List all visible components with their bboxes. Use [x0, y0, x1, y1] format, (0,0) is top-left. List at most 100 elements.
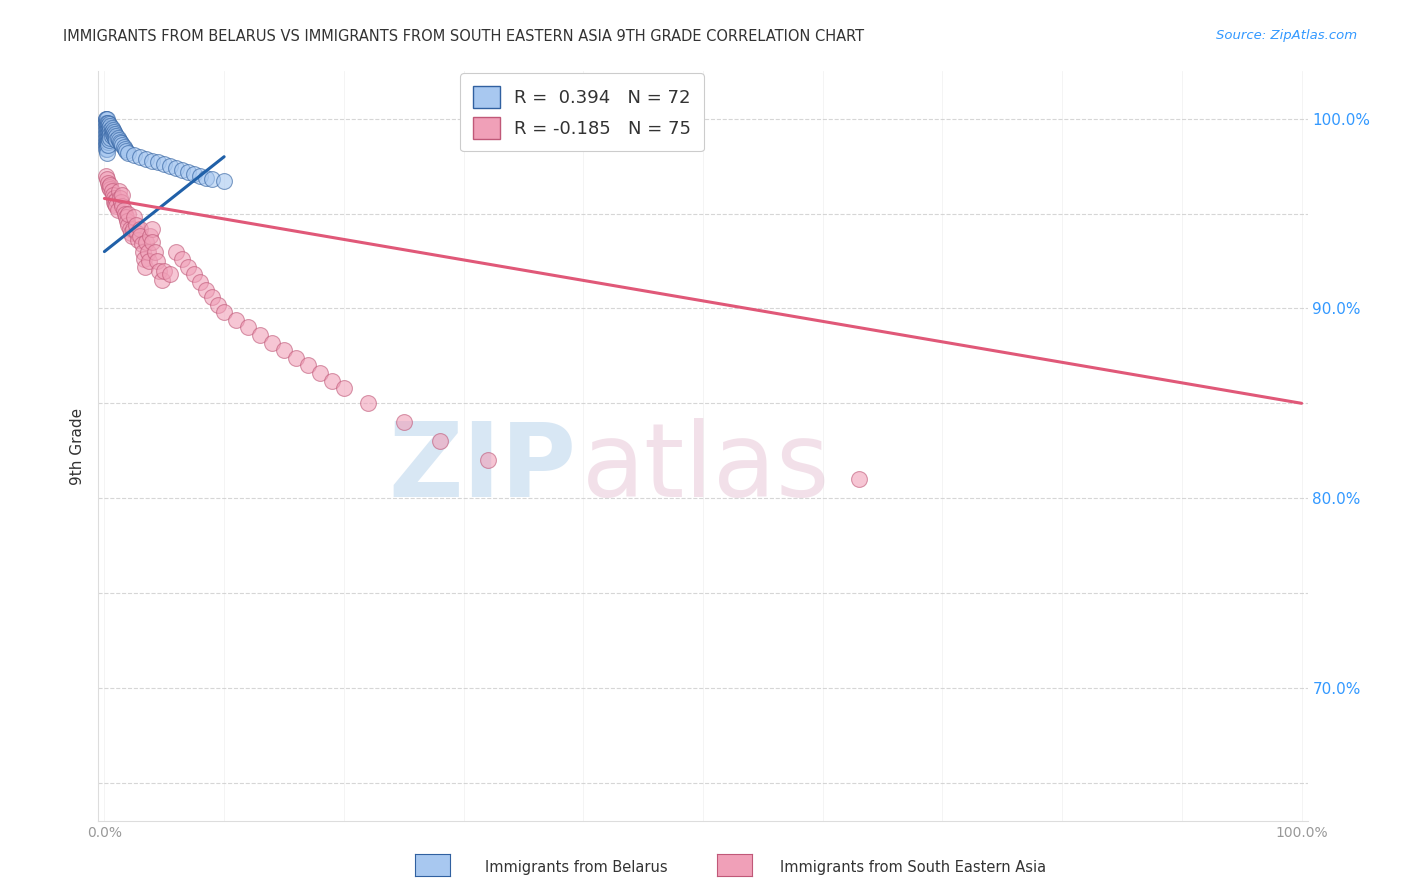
Point	[392, 415, 415, 429]
Point	[97, 115, 120, 129]
Point	[284, 351, 307, 365]
Point	[108, 191, 131, 205]
Point	[96, 172, 118, 186]
Point	[124, 211, 146, 225]
Point	[94, 120, 117, 134]
Point	[117, 206, 139, 220]
Point	[225, 313, 247, 327]
Point	[104, 130, 127, 145]
Point	[249, 328, 271, 343]
Point	[96, 123, 118, 137]
Point	[97, 127, 120, 141]
Point	[98, 125, 121, 139]
Point	[97, 130, 120, 145]
Point	[135, 235, 157, 249]
Point	[107, 133, 129, 147]
Point	[96, 145, 118, 160]
Point	[297, 359, 319, 373]
Point	[134, 260, 156, 274]
Point	[177, 260, 200, 274]
Point	[94, 115, 117, 129]
Point	[139, 229, 162, 244]
Point	[201, 172, 224, 186]
Point	[94, 127, 117, 141]
Point	[96, 130, 118, 145]
Point	[111, 187, 134, 202]
Point	[159, 268, 181, 282]
Point	[97, 176, 120, 190]
Point	[111, 138, 134, 153]
Point	[135, 152, 157, 166]
Point	[118, 222, 141, 236]
Point	[165, 244, 187, 259]
Point	[103, 128, 125, 143]
Point	[132, 252, 155, 267]
Point	[100, 130, 122, 145]
Point	[108, 135, 131, 149]
Point	[96, 135, 118, 149]
Point	[115, 214, 138, 228]
Point	[165, 161, 187, 175]
Point	[105, 128, 128, 143]
Point	[141, 235, 163, 249]
Point	[101, 123, 124, 137]
Point	[131, 237, 153, 252]
Point	[96, 115, 118, 129]
Point	[848, 472, 870, 486]
Text: atlas: atlas	[582, 418, 831, 519]
Point	[94, 135, 117, 149]
Point	[120, 226, 142, 240]
Point	[172, 252, 194, 267]
Point	[188, 169, 211, 183]
Point	[94, 112, 117, 126]
Point	[136, 244, 159, 259]
Point	[125, 226, 148, 240]
Point	[96, 127, 118, 141]
Point	[138, 254, 160, 268]
Point	[117, 145, 139, 160]
Point	[148, 155, 170, 169]
Point	[97, 120, 120, 134]
Point	[114, 206, 136, 220]
Point	[115, 144, 138, 158]
Point	[96, 112, 118, 126]
Point	[101, 187, 124, 202]
Point	[104, 127, 127, 141]
Point	[150, 273, 173, 287]
Point	[309, 366, 332, 380]
Point	[183, 167, 205, 181]
Point	[110, 136, 132, 151]
Legend: R =  0.394   N = 72, R = -0.185   N = 75: R = 0.394 N = 72, R = -0.185 N = 75	[460, 73, 704, 152]
Point	[98, 118, 121, 132]
Point	[357, 396, 380, 410]
Point	[100, 127, 122, 141]
Point	[100, 182, 122, 196]
Point	[114, 142, 136, 156]
Point	[98, 133, 121, 147]
Point	[195, 283, 218, 297]
Point	[236, 320, 259, 334]
Point	[124, 148, 146, 162]
Point	[273, 343, 295, 358]
Point	[172, 163, 194, 178]
Point	[98, 121, 121, 136]
Point	[97, 135, 120, 149]
Point	[101, 127, 124, 141]
Point	[195, 170, 218, 185]
Point	[141, 153, 163, 168]
Point	[96, 120, 118, 134]
Point	[105, 199, 128, 213]
Point	[96, 138, 118, 153]
Point	[100, 184, 122, 198]
Point	[477, 453, 499, 467]
Point	[129, 229, 152, 244]
Point	[129, 222, 152, 236]
Point	[98, 128, 121, 143]
Point	[111, 199, 134, 213]
Point	[183, 268, 205, 282]
Point	[177, 165, 200, 179]
Point	[103, 125, 125, 139]
Point	[148, 263, 170, 277]
Point	[129, 150, 152, 164]
Point	[207, 298, 229, 312]
